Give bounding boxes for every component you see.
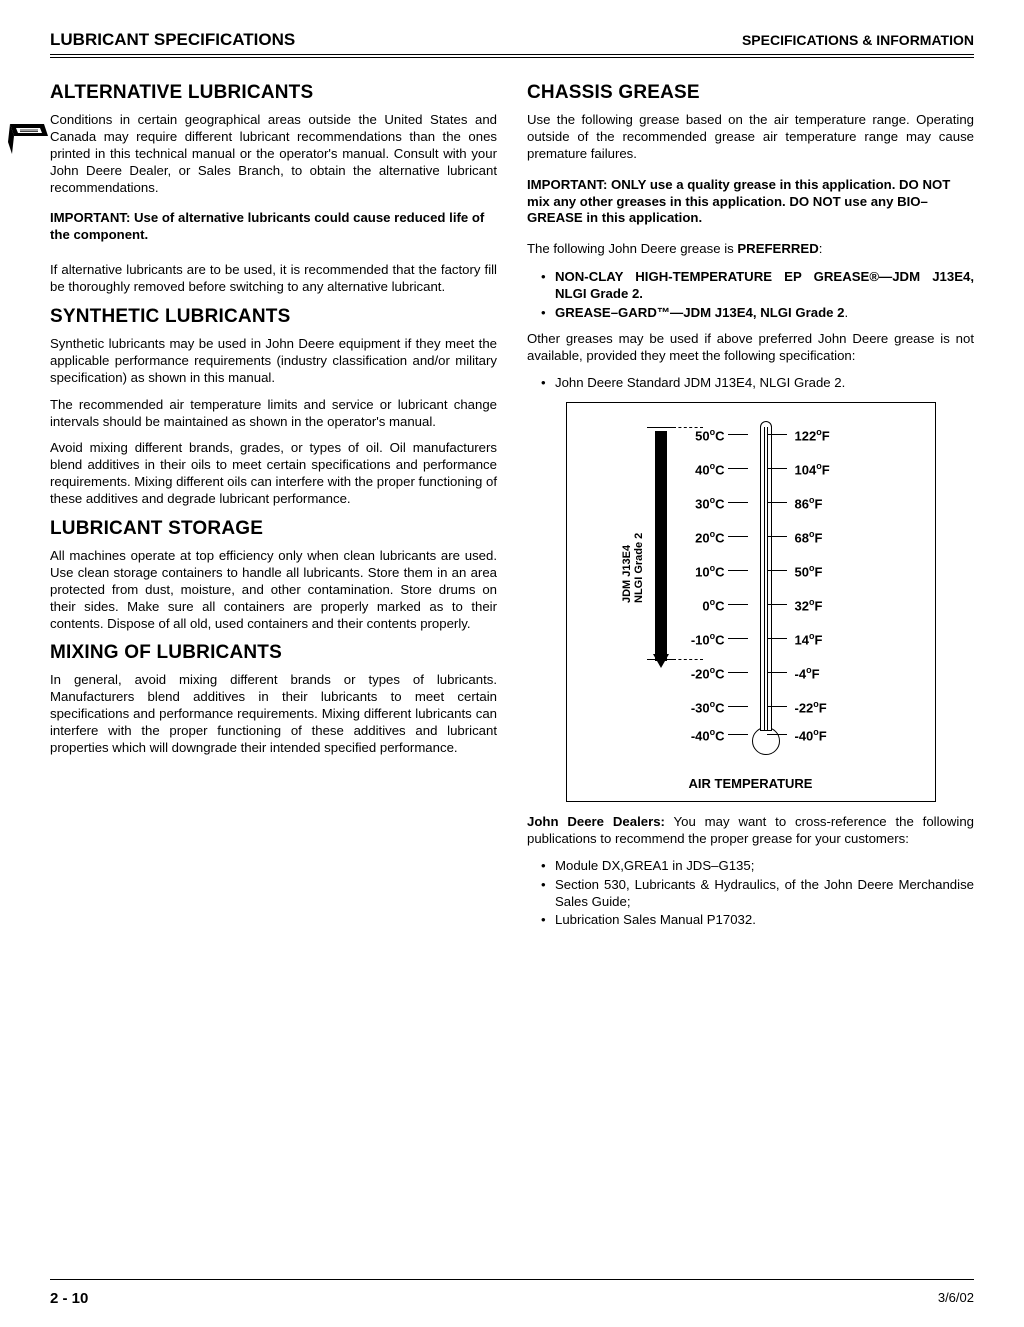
- mixing-title: MIXING OF LUBRICANTS: [50, 642, 497, 664]
- tick-celsius: 10oC: [665, 563, 725, 579]
- page-footer: 2 - 10 3/6/02: [50, 1279, 974, 1307]
- tick-fahrenheit: 14oF: [795, 631, 855, 647]
- tick-celsius: 30oC: [665, 495, 725, 511]
- list-item: Module DX,GREA1 in JDS–G135;: [527, 857, 974, 874]
- header-right: SPECIFICATIONS & INFORMATION: [742, 32, 974, 48]
- tick-fahrenheit: -4oF: [795, 665, 855, 681]
- list-item: GREASE–GARD™—JDM J13E4, NLGI Grade 2.: [527, 304, 974, 321]
- tick-celsius: -10oC: [665, 631, 725, 647]
- alt-lub-important: IMPORTANT: Use of alternative lubricants…: [50, 210, 497, 244]
- dealers-note: John Deere Dealers: You may want to cros…: [527, 814, 974, 848]
- list-item: John Deere Standard JDM J13E4, NLGI Grad…: [527, 374, 974, 391]
- preferred-list: NON-CLAY HIGH-TEMPERATURE EP GREASE®—JDM…: [527, 268, 974, 320]
- list-item: Lubrication Sales Manual P17032.: [527, 911, 974, 928]
- alt-lub-p1: Conditions in certain geographical areas…: [50, 112, 497, 196]
- tick-fahrenheit: 50oF: [795, 563, 855, 579]
- mixing-p1: In general, avoid mixing different brand…: [50, 672, 497, 756]
- tick-celsius: 0oC: [665, 597, 725, 613]
- page-date: 3/6/02: [938, 1290, 974, 1307]
- list-item: NON-CLAY HIGH-TEMPERATURE EP GREASE®—JDM…: [527, 268, 974, 302]
- chassis-title: CHASSIS GREASE: [527, 82, 974, 104]
- synthetic-title: SYNTHETIC LUBRICANTS: [50, 306, 497, 328]
- tick-fahrenheit: 104oF: [795, 461, 855, 477]
- tick-celsius: -20oC: [665, 665, 725, 681]
- page-header: LUBRICANT SPECIFICATIONS SPECIFICATIONS …: [50, 30, 974, 58]
- chart-x-label: AIR TEMPERATURE: [567, 776, 935, 791]
- tick-celsius: 40oC: [665, 461, 725, 477]
- tick-fahrenheit: 68oF: [795, 529, 855, 545]
- tick-celsius: -30oC: [665, 699, 725, 715]
- note-icon: [8, 118, 50, 165]
- page-number: 2 - 10: [50, 1290, 88, 1307]
- chart-side-label: JDM J13E4NLGI Grade 2: [621, 532, 645, 602]
- chassis-p1: Use the following grease based on the ai…: [527, 112, 974, 163]
- tick-fahrenheit: -22oF: [795, 699, 855, 715]
- syn-p3: Avoid mixing different brands, grades, o…: [50, 440, 497, 508]
- chassis-p3: Other greases may be used if above prefe…: [527, 331, 974, 365]
- left-column: ALTERNATIVE LUBRICANTS Conditions in cer…: [50, 76, 497, 938]
- temperature-chart: JDM J13E4NLGI Grade 2 50oC 122oF 40oC 104oF…: [566, 402, 936, 802]
- storage-title: LUBRICANT STORAGE: [50, 518, 497, 540]
- tick-fahrenheit: 122oF: [795, 427, 855, 443]
- tick-fahrenheit: -40oF: [795, 727, 855, 743]
- spec-list: John Deere Standard JDM J13E4, NLGI Grad…: [527, 374, 974, 391]
- thermometer-icon: [752, 421, 780, 755]
- header-left: LUBRICANT SPECIFICATIONS: [50, 30, 295, 50]
- tick-celsius: -40oC: [665, 727, 725, 743]
- chassis-p2: The following John Deere grease is PREFE…: [527, 241, 974, 258]
- refs-list: Module DX,GREA1 in JDS–G135; Section 530…: [527, 857, 974, 928]
- alt-lub-p2: If alternative lubricants are to be used…: [50, 262, 497, 296]
- list-item: Section 530, Lubricants & Hydraulics, of…: [527, 876, 974, 910]
- chassis-important: IMPORTANT: ONLY use a quality grease in …: [527, 177, 974, 228]
- tick-fahrenheit: 86oF: [795, 495, 855, 511]
- syn-p2: The recommended air temperature limits a…: [50, 397, 497, 431]
- right-column: CHASSIS GREASE Use the following grease …: [527, 76, 974, 938]
- tick-celsius: 50oC: [665, 427, 725, 443]
- syn-p1: Synthetic lubricants may be used in John…: [50, 336, 497, 387]
- tick-fahrenheit: 32oF: [795, 597, 855, 613]
- storage-p1: All machines operate at top efficiency o…: [50, 548, 497, 632]
- tick-celsius: 20oC: [665, 529, 725, 545]
- alt-lubricants-title: ALTERNATIVE LUBRICANTS: [50, 82, 497, 104]
